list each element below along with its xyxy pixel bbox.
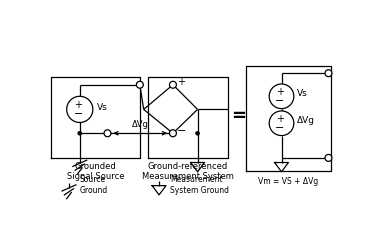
- Text: −: −: [275, 123, 285, 133]
- Text: ΔVg: ΔVg: [297, 117, 315, 126]
- Circle shape: [67, 96, 93, 122]
- Text: +: +: [74, 100, 82, 110]
- Circle shape: [269, 84, 294, 109]
- Text: +: +: [276, 114, 284, 124]
- Circle shape: [325, 154, 332, 161]
- Text: −: −: [74, 109, 83, 119]
- Text: =: =: [231, 107, 246, 125]
- Text: ΔVg: ΔVg: [132, 120, 149, 129]
- Circle shape: [137, 81, 143, 88]
- Text: Source
Ground: Source Ground: [80, 175, 108, 195]
- Circle shape: [170, 81, 176, 88]
- Circle shape: [104, 130, 111, 137]
- Circle shape: [269, 111, 294, 136]
- Text: Ground-referenced
Measurement System: Ground-referenced Measurement System: [142, 162, 234, 181]
- Text: Vm = VS + ΔVg: Vm = VS + ΔVg: [258, 177, 318, 186]
- Text: +: +: [177, 77, 185, 88]
- Circle shape: [170, 130, 176, 137]
- Text: Measurement
System Ground: Measurement System Ground: [170, 175, 229, 195]
- Circle shape: [78, 131, 82, 135]
- Text: Grounded
Signal Source: Grounded Signal Source: [67, 162, 124, 181]
- Text: −: −: [275, 96, 285, 106]
- Circle shape: [325, 70, 332, 77]
- Text: Vs: Vs: [97, 103, 108, 112]
- Text: +: +: [276, 87, 284, 97]
- Text: −: −: [177, 126, 186, 136]
- Text: Vs: Vs: [297, 90, 308, 99]
- Circle shape: [196, 131, 199, 135]
